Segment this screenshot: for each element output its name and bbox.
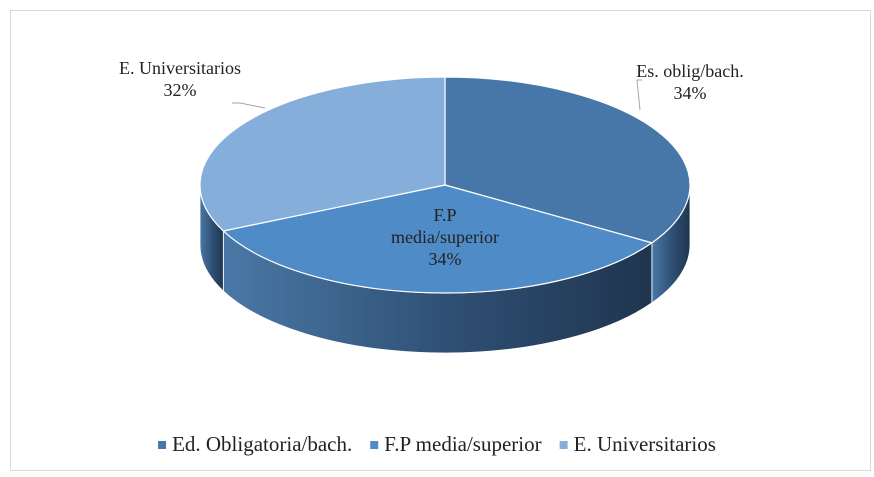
data-label-name: F.P media/superior: [391, 205, 499, 247]
data-label-text: Es. oblig/bach. 34%: [615, 60, 765, 104]
leader-line: [636, 79, 642, 111]
data-label: Es. oblig/bach.34%: [615, 60, 765, 104]
legend: Ed. Obligatoria/bach. F.P media/superior E…: [158, 432, 716, 456]
legend-marker: [559, 441, 568, 449]
legend-marker: [158, 441, 167, 449]
data-label-name: E. Universitarios: [119, 58, 241, 78]
slice: [444, 76, 691, 244]
legend-marker: [370, 441, 379, 449]
data-label-text: F.P media/superior 34%: [380, 204, 510, 270]
legend-label: F.P media/superior: [384, 432, 541, 456]
leader-line: [232, 102, 266, 109]
legend-label: Ed. Obligatoria/bach.: [172, 432, 352, 456]
slice: [199, 76, 446, 232]
legend-label: E. Universitarios: [574, 432, 716, 456]
slice: [222, 184, 654, 294]
data-label-text: E. Universitarios 32%: [115, 57, 245, 101]
data-label-value: 34%: [673, 83, 707, 103]
data-label-value: 32%: [163, 80, 197, 100]
data-label-name: Es. oblig/bach.: [636, 61, 744, 81]
data-label-value: 34%: [428, 249, 462, 269]
